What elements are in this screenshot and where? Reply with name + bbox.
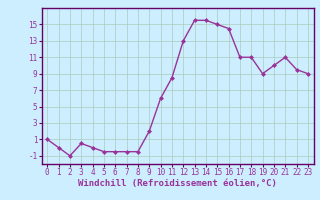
X-axis label: Windchill (Refroidissement éolien,°C): Windchill (Refroidissement éolien,°C): [78, 179, 277, 188]
